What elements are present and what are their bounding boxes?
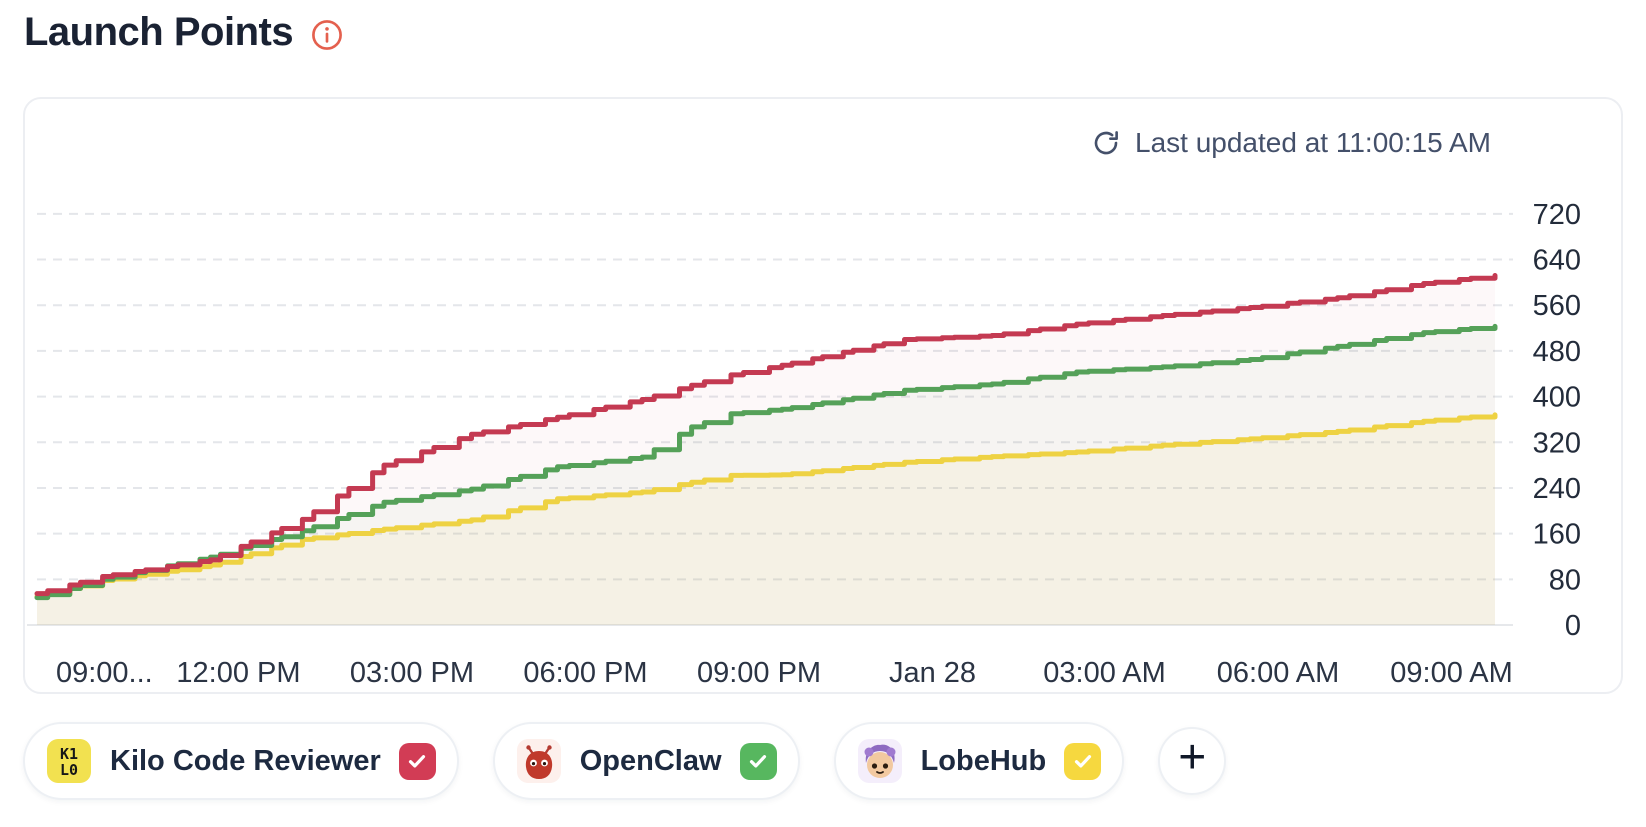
legend-label: LobeHub — [920, 744, 1047, 777]
svg-text:K1: K1 — [60, 745, 78, 763]
legend-label: Kilo Code Reviewer — [110, 744, 381, 777]
y-tick-label: 720 — [1533, 199, 1581, 231]
y-tick-label: 480 — [1533, 336, 1581, 368]
x-tick-label: 09:00 AM — [1390, 657, 1513, 689]
x-tick-label: Jan 28 — [889, 657, 976, 689]
y-tick-label: 400 — [1533, 382, 1581, 414]
y-tick-label: 0 — [1565, 610, 1581, 642]
x-tick-label: 12:00 PM — [176, 657, 300, 689]
page-title: Launch Points — [24, 10, 294, 54]
chart-legend: K1 L0 Kilo Code Reviewer OpenClaw LobeHub + — [23, 722, 1227, 800]
refresh-icon[interactable] — [1091, 128, 1121, 158]
legend-checkbox-openclaw[interactable] — [739, 742, 777, 780]
chart-card: Last updated at 11:00:15 AM 720 640 560 480… — [23, 97, 1623, 694]
legend-checkbox-lobehub[interactable] — [1064, 742, 1102, 780]
launch-points-chart[interactable]: 720 640 560 480 400 320 240 160 80 0 09:00... 12:00… — [25, 99, 1621, 692]
y-tick-label: 320 — [1533, 427, 1581, 459]
last-updated: Last updated at 11:00:15 AM — [1091, 127, 1491, 159]
legend-item-openclaw[interactable]: OpenClaw — [492, 722, 800, 800]
legend-item-lobehub[interactable]: LobeHub — [833, 722, 1125, 800]
x-tick-label: 03:00 PM — [350, 657, 474, 689]
x-tick-label: 03:00 AM — [1043, 657, 1166, 689]
series-area-lobehub — [37, 414, 1495, 625]
kilo-logo-icon: K1 L0 — [46, 738, 92, 784]
y-tick-label: 80 — [1549, 564, 1581, 596]
last-updated-text: Last updated at 11:00:15 AM — [1135, 127, 1491, 158]
legend-item-kilo-code-reviewer[interactable]: K1 L0 Kilo Code Reviewer — [23, 722, 459, 800]
x-tick-label: 06:00 AM — [1217, 657, 1340, 689]
series-line-lobehub — [34, 412, 1498, 599]
y-tick-label: 560 — [1533, 290, 1581, 322]
y-tick-label: 640 — [1533, 245, 1581, 277]
y-tick-label: 160 — [1533, 519, 1581, 551]
svg-text:L0: L0 — [60, 761, 78, 779]
legend-checkbox-kilo-code-reviewer[interactable] — [398, 742, 436, 780]
x-tick-label: 09:00 PM — [697, 657, 821, 689]
add-series-button[interactable]: + — [1158, 727, 1227, 795]
series-line-kilo-code-reviewer — [34, 273, 1498, 597]
x-tick-label: 06:00 PM — [523, 657, 647, 689]
lobehub-mascot-icon — [857, 738, 903, 784]
x-tick-label: 09:00... — [56, 657, 153, 689]
y-tick-label: 240 — [1533, 473, 1581, 505]
openclaw-mascot-icon — [516, 738, 562, 784]
info-icon[interactable] — [311, 19, 343, 51]
series-line-openclaw — [34, 323, 1498, 601]
page-header: Launch Points — [24, 10, 343, 55]
legend-label: OpenClaw — [579, 744, 722, 777]
